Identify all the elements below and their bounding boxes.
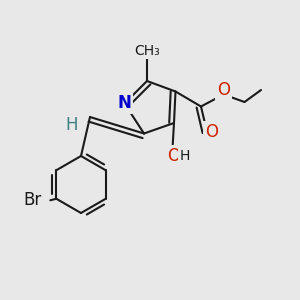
Text: Br: Br [23,191,41,209]
Text: H: H [66,116,78,134]
Text: O: O [217,81,230,99]
Text: O: O [205,123,218,141]
Text: H: H [179,149,190,163]
Text: O: O [167,147,181,165]
Text: CH₃: CH₃ [134,44,160,58]
Text: N: N [118,94,131,112]
